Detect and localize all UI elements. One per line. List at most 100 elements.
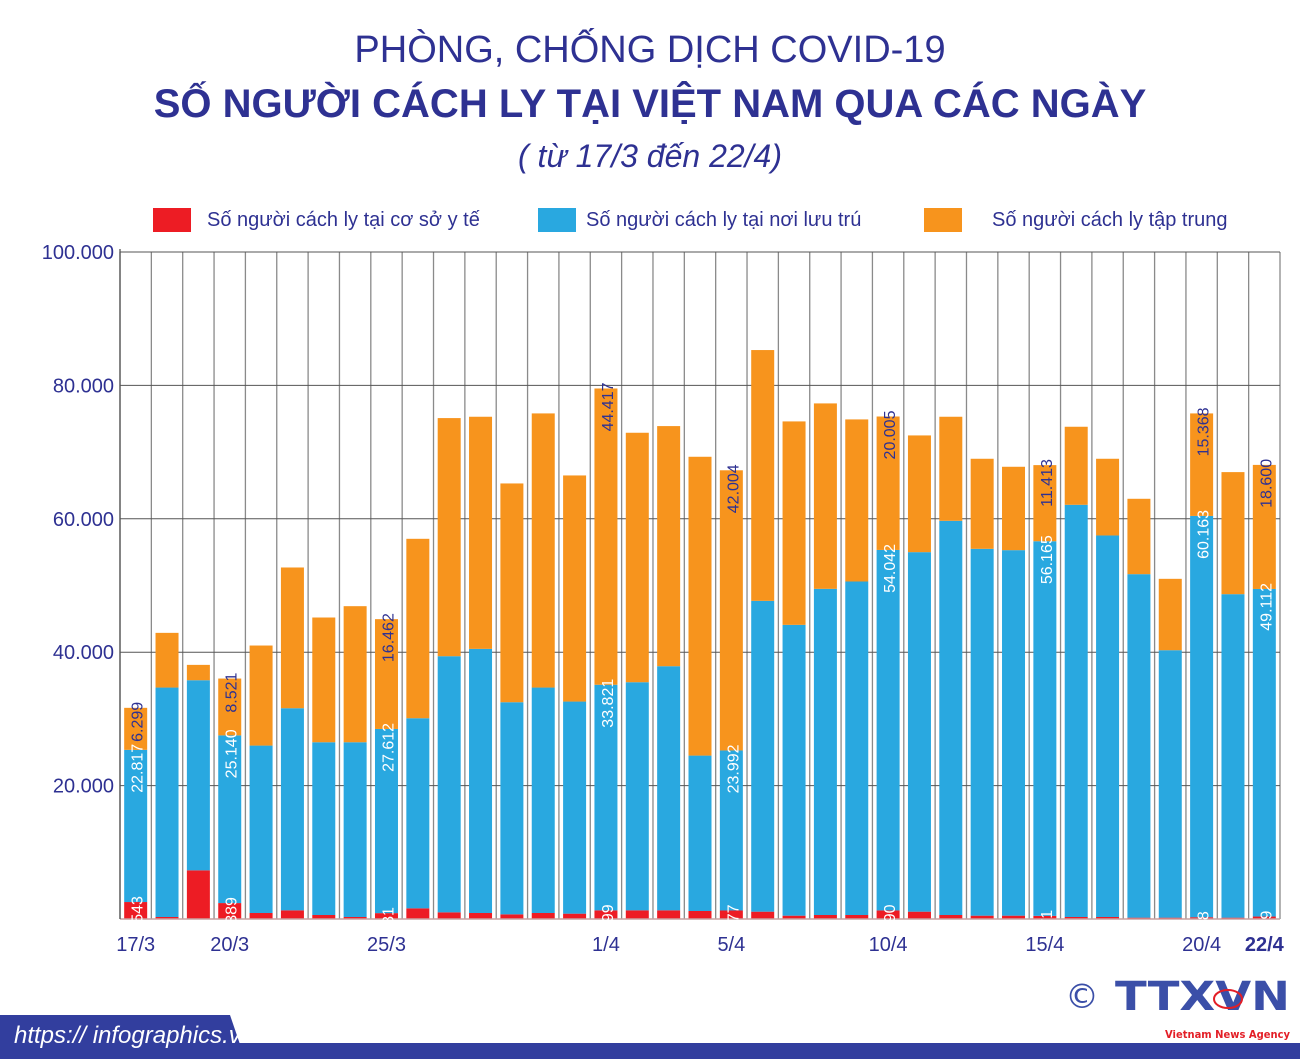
legend-swatch-blue <box>538 208 576 232</box>
bar-segment-concentrated <box>1033 465 1057 542</box>
footer-bar <box>0 1043 1300 1059</box>
bar-segment-residence <box>1064 504 1088 917</box>
bar-segment-medical <box>939 914 963 919</box>
bar-segment-medical <box>1064 916 1088 919</box>
bar-segment-medical <box>500 914 524 919</box>
x-tick-label: 22/4 <box>1245 934 1285 956</box>
bar-segment-concentrated <box>594 388 618 685</box>
footer-tab <box>0 1015 245 1059</box>
bar-segment-concentrated <box>406 538 430 719</box>
bar-segment-medical <box>1002 915 1026 919</box>
bar-segment-residence <box>1002 550 1026 916</box>
bar-segment-concentrated <box>1190 413 1214 516</box>
bar-segment-medical <box>813 914 837 919</box>
bar-segment-residence <box>813 588 837 915</box>
bar-segment-medical <box>719 910 743 919</box>
bar-segment-medical <box>657 910 681 919</box>
data-label: 44.417 <box>600 382 617 431</box>
bar-segment-medical <box>907 911 931 919</box>
chart-title: SỐ NGƯỜI CÁCH LY TẠI VIỆT NAM QUA CÁC NG… <box>153 82 1147 126</box>
logo-text: TTXVN <box>1115 974 1290 1020</box>
copyright-icon: © <box>1065 977 1099 1017</box>
bar-segment-concentrated <box>312 617 336 743</box>
x-tick-label: 5/4 <box>717 934 745 956</box>
bar-segment-concentrated <box>280 567 304 709</box>
bar-segment-residence <box>312 742 336 915</box>
data-label: 27.612 <box>380 723 397 772</box>
bar-segment-residence <box>249 745 273 913</box>
globe-ring-icon <box>1213 989 1243 1009</box>
bar-segment-medical <box>280 910 304 919</box>
bar-segment-concentrated <box>845 419 869 582</box>
bar-segment-medical <box>1190 917 1214 919</box>
bar-segment-concentrated <box>437 418 461 657</box>
data-label: 11.413 <box>1039 459 1056 507</box>
data-label: 15.368 <box>1196 407 1213 456</box>
bar-segment-medical <box>1096 916 1120 919</box>
bar-segment-residence <box>500 702 524 915</box>
legend-item-medical: Số người cách ly tại cơ sở y tế <box>153 208 480 232</box>
bar-segment-medical <box>124 902 148 919</box>
bar-segment-concentrated <box>218 678 242 736</box>
bar-segment-medical <box>751 911 775 919</box>
bar-segment-medical <box>437 912 461 919</box>
data-label: 6.299 <box>130 702 147 742</box>
bar-segment-medical <box>406 908 430 919</box>
y-tick-label: 80.000 <box>53 375 114 397</box>
bar-segment-concentrated <box>1252 464 1276 589</box>
y-tick-label: 20.000 <box>53 776 114 798</box>
bar-segment-medical <box>625 910 649 919</box>
legend: Số người cách ly tại cơ sở y tế Số người… <box>0 208 1300 236</box>
y-tick-label: 40.000 <box>53 642 114 664</box>
footer-url[interactable]: https:// infographics.vn <box>14 1022 255 1049</box>
data-label: 16.462 <box>380 613 397 662</box>
bar-segment-medical <box>531 912 555 919</box>
bar-segment-concentrated <box>970 458 994 549</box>
data-label: 2.543 <box>130 896 147 936</box>
bar-segment-medical <box>1252 916 1276 919</box>
bar-segment-residence <box>155 687 179 917</box>
data-label: 8.521 <box>224 672 241 712</box>
legend-swatch-orange <box>924 208 962 232</box>
bar-segment-residence <box>563 701 587 914</box>
data-label: 23.992 <box>725 744 742 793</box>
data-label: 49.112 <box>1258 583 1275 631</box>
bar-segment-concentrated <box>374 619 398 729</box>
bar-segment-medical <box>594 910 618 919</box>
bar-segment-concentrated <box>1002 466 1026 551</box>
bar-segment-concentrated <box>876 416 900 550</box>
bar-segment-residence <box>845 581 869 915</box>
data-label: 20.005 <box>882 410 899 459</box>
bar-segment-medical <box>970 915 994 919</box>
bar-segment-concentrated <box>782 421 806 625</box>
bar-segment-residence <box>594 684 618 911</box>
bar-segment-residence <box>1096 535 1120 917</box>
bar-segment-medical <box>1033 915 1057 919</box>
ttxvn-logo: © TTXVN Vietnam News Agency <box>1065 974 1290 1041</box>
data-label: 1.277 <box>725 904 742 944</box>
data-label: 18.600 <box>1258 459 1275 508</box>
stacked-bar-chart: 20.000 40.000 60.000 80.000 100.000 2.543 22.8… <box>42 242 1285 956</box>
x-tick-label: 1/4 <box>592 934 620 956</box>
bar-segment-residence <box>531 687 555 913</box>
bar-segment-residence <box>1158 650 1182 918</box>
data-label: 1.290 <box>882 904 899 944</box>
legend-swatch-red <box>153 208 191 232</box>
data-label: 22.817 <box>130 744 147 793</box>
data-label: 33.821 <box>600 679 617 728</box>
bar-segment-residence <box>782 624 806 916</box>
bar-segment-residence <box>406 718 430 909</box>
bar-segment-residence <box>343 742 367 917</box>
legend-label: Số người cách ly tại nơi lưu trú <box>586 208 862 231</box>
bar-segment-concentrated <box>469 416 493 649</box>
bar-segment-concentrated <box>1096 458 1120 536</box>
bar-segment-residence <box>751 600 775 912</box>
x-tick-label: 17/3 <box>116 934 155 956</box>
data-label: 471 <box>1039 910 1056 937</box>
bar-segment-residence <box>1221 594 1245 918</box>
bar-segment-residence <box>688 755 712 911</box>
logo-tagline: Vietnam News Agency <box>1165 1028 1290 1041</box>
bar-segment-concentrated <box>155 632 179 688</box>
bar-segment-medical <box>563 913 587 919</box>
bar-segment-medical <box>782 915 806 919</box>
